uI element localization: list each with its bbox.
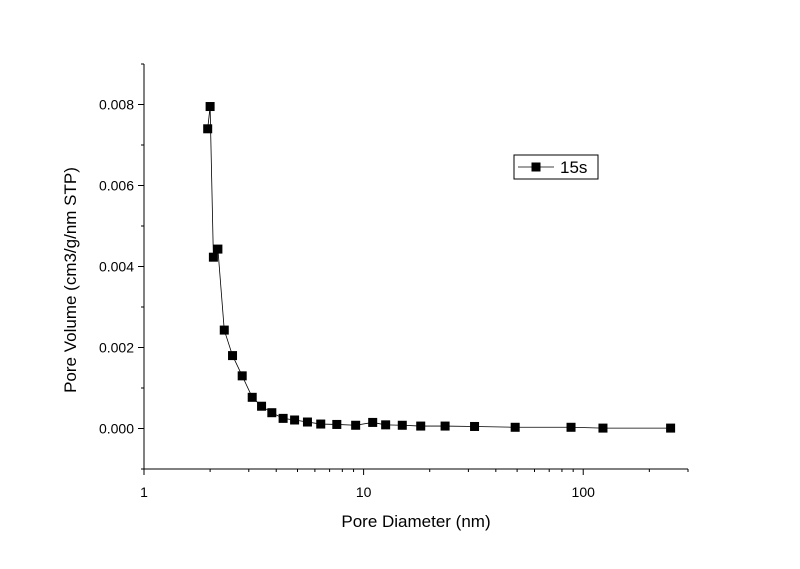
legend-label: 15s bbox=[560, 158, 587, 177]
x-tick-label: 1 bbox=[140, 484, 148, 500]
data-point bbox=[219, 325, 229, 335]
data-point bbox=[416, 421, 426, 431]
x-axis-title: Pore Diameter (nm) bbox=[341, 512, 490, 531]
data-point bbox=[228, 351, 238, 361]
y-tick-label: 0.008 bbox=[99, 97, 134, 113]
data-point bbox=[351, 420, 361, 430]
data-point bbox=[368, 417, 378, 427]
y-tick-label: 0.006 bbox=[99, 178, 134, 194]
legend: 15s bbox=[513, 154, 599, 180]
series-line bbox=[207, 106, 671, 429]
data-point bbox=[397, 420, 407, 430]
data-point bbox=[205, 102, 215, 112]
y-tick-label: 0.004 bbox=[99, 259, 134, 275]
data-point bbox=[510, 422, 520, 432]
data-point bbox=[470, 421, 480, 431]
data-point bbox=[566, 422, 576, 432]
series-layer bbox=[203, 102, 676, 433]
data-point bbox=[440, 421, 450, 431]
data-point bbox=[208, 252, 218, 262]
data-point bbox=[267, 408, 277, 418]
y-axis-title: Pore Volume (cm3/g/nm STP) bbox=[61, 167, 80, 393]
legend-marker bbox=[531, 162, 541, 172]
data-point bbox=[257, 401, 267, 411]
x-tick-label: 100 bbox=[572, 484, 596, 500]
data-point bbox=[381, 420, 391, 430]
axes: 0.000 0.002 0.004 0.006 0.008 1 10 100 bbox=[99, 63, 689, 500]
data-point bbox=[666, 423, 676, 433]
data-point bbox=[290, 415, 300, 425]
y-tick-label: 0.000 bbox=[99, 421, 134, 437]
data-point bbox=[247, 392, 257, 402]
data-point bbox=[278, 413, 288, 423]
data-point bbox=[598, 423, 608, 433]
data-point bbox=[332, 419, 342, 429]
data-point bbox=[213, 244, 223, 254]
data-point bbox=[316, 419, 326, 429]
y-tick-label: 0.002 bbox=[99, 340, 134, 356]
data-point bbox=[203, 124, 213, 134]
data-point bbox=[302, 417, 312, 427]
data-point bbox=[237, 371, 247, 381]
x-tick-label: 10 bbox=[356, 484, 372, 500]
